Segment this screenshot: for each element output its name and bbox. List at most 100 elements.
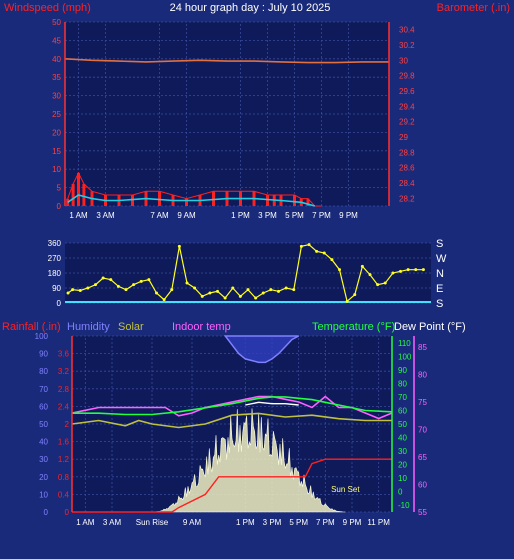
tick-label-barometer: 29.6 (399, 87, 415, 96)
wind-direction-point (322, 251, 326, 255)
humidity-area (223, 335, 300, 364)
tick-label-time: 9 PM (343, 518, 362, 527)
wind-direction-point (307, 243, 311, 247)
tick-label-humidity: 100 (35, 332, 49, 341)
tick-label-time: 5 PM (289, 518, 308, 527)
wind-direction-point (71, 288, 75, 292)
tick-label-indoor-temp: 75 (418, 398, 427, 407)
direction-panel-axes: 0 S 90 E 180 N 270 W 360 S (48, 238, 447, 310)
direction-panel-series (65, 243, 431, 303)
wind-direction-point (94, 283, 97, 287)
wind-direction-point (109, 278, 113, 282)
lower-panel-legend: Rainfall (.in) Humidity Solar Indoor tem… (2, 321, 466, 333)
wind-direction-point (78, 289, 82, 292)
lower-panel-axes: 010203040506070809010000.40.81.21.622.42… (35, 332, 428, 527)
tick-label-windspeed: 30 (52, 92, 61, 101)
tick-label-windspeed: 15 (52, 147, 61, 156)
wind-direction-point (391, 271, 395, 275)
wind-direction-point (132, 283, 136, 287)
wind-direction-point (185, 281, 189, 285)
tick-label-time: 9 AM (183, 518, 202, 527)
tick-label-time: 3 AM (96, 211, 115, 220)
tick-label-humidity: 40 (39, 438, 48, 447)
tick-label-indoor-temp: 55 (418, 508, 427, 517)
tick-label-temperature: 50 (398, 420, 407, 429)
wind-direction-point (193, 286, 197, 290)
tick-label-time: 1 AM (69, 211, 88, 220)
tick-label-direction: 90 (52, 284, 61, 293)
wind-direction-point (353, 293, 357, 297)
legend-dew-point: Dew Point (°F) (394, 321, 466, 333)
windspeed-line (67, 171, 322, 207)
tick-label-windspeed: 25 (52, 110, 61, 119)
windspeed-axis-title: Windspeed (mph) (4, 2, 91, 14)
barometer-line (64, 58, 389, 64)
tick-label-barometer: 28.4 (399, 179, 415, 188)
rainfall-line (72, 458, 392, 513)
tick-label-windspeed: 50 (52, 18, 61, 27)
tick-label-time: 3 PM (258, 211, 277, 220)
wind-panel-axes: 0 5 10 15 20 25 30 35 40 45 50 28.2 28.4 28.6 28.8 29 29… (52, 18, 415, 220)
tick-label-temperature: 10 (398, 474, 407, 483)
wind-direction-point (421, 268, 425, 272)
tick-label-temperature: 60 (398, 406, 407, 415)
tick-label-direction: 270 (48, 254, 62, 263)
tick-label-time: 9 PM (339, 211, 358, 220)
wind-direction-point (155, 291, 158, 295)
tick-label-time: 7 PM (312, 211, 331, 220)
tick-label-rainfall: 0.4 (58, 490, 70, 499)
tick-label-rainfall: 3.2 (58, 367, 70, 376)
solar-radiation-area (152, 408, 346, 513)
wind-direction-point (200, 294, 204, 298)
tick-label-barometer: 29.4 (399, 102, 415, 111)
tick-label-humidity: 50 (39, 420, 48, 429)
wind-direction-point (315, 249, 319, 253)
wind-direction-point (338, 268, 341, 272)
tick-label-barometer: 28.8 (399, 148, 415, 157)
wind-direction-point (399, 269, 402, 273)
direction-panel (65, 243, 431, 303)
solar-line (71, 412, 392, 429)
tick-label-humidity: 90 (39, 350, 48, 359)
compass-label: S (436, 238, 443, 250)
tick-label-barometer: 30 (399, 56, 408, 65)
tick-label-barometer: 29.8 (399, 72, 415, 81)
tick-label-humidity: 80 (39, 367, 48, 376)
tick-label-windspeed: 5 (57, 184, 62, 193)
wind-direction-point (383, 281, 387, 285)
tick-label-indoor-temp: 65 (418, 453, 427, 462)
wind-direction-point (223, 296, 227, 300)
wind-panel-series (64, 58, 389, 207)
wind-direction-point (246, 288, 250, 292)
tick-label-time: 1 AM (76, 518, 95, 527)
tick-label-time: Sun Rise (136, 518, 169, 527)
tick-label-humidity: 70 (39, 385, 48, 394)
tick-label-temperature: 80 (398, 379, 407, 388)
wind-direction-point (238, 294, 242, 298)
tick-label-windspeed: 10 (52, 165, 61, 174)
wind-direction-point (292, 288, 296, 292)
wind-direction-point (261, 291, 265, 295)
tick-label-temperature: -10 (398, 501, 410, 510)
tick-label-time: 3 PM (263, 518, 282, 527)
tick-label-rainfall: 3.6 (58, 350, 70, 359)
tick-label-rainfall: 1.2 (58, 455, 70, 464)
legend-rainfall: Rainfall (.in) (2, 321, 61, 333)
tick-label-temperature: 90 (398, 366, 407, 375)
tick-label-rainfall: 1.6 (58, 438, 70, 447)
sunset-label: Sun Set (331, 485, 360, 494)
tick-label-windspeed: 45 (52, 36, 61, 45)
tick-label-rainfall: 0 (65, 508, 70, 517)
tick-label-indoor-temp: 85 (418, 343, 427, 352)
wind-direction-point (170, 288, 174, 292)
wind-direction-point (162, 298, 166, 302)
tick-label-time: 1 PM (236, 518, 255, 527)
tick-label-humidity: 60 (39, 402, 48, 411)
wind-direction-point (277, 289, 280, 293)
tick-label-direction: 360 (48, 239, 62, 248)
legend-humidity: Humidity (67, 321, 110, 333)
tick-label-temperature: 20 (398, 461, 407, 470)
indoor-temp-line (71, 395, 393, 420)
